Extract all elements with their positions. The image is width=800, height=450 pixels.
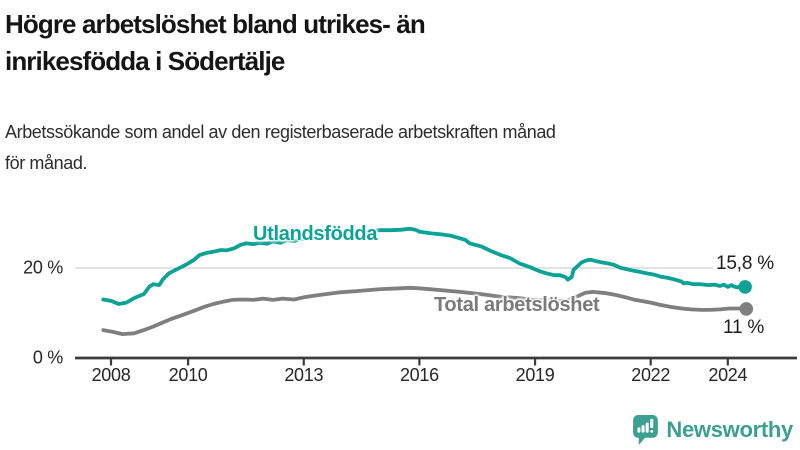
subtitle-line-1: Arbetssökande som andel av den registerb… [5, 122, 556, 142]
y-tick-label: 0 % [32, 347, 63, 368]
page-subtitle: Arbetssökande som andel av den registerb… [5, 117, 556, 179]
x-tick-label: 2008 [91, 365, 131, 385]
x-tick-label: 2024 [708, 365, 748, 385]
y-tick-label: 20 % [23, 257, 63, 278]
page-title: Högre arbetslöshet bland utrikes- än inr… [5, 6, 426, 80]
title-line-1: Högre arbetslöshet bland utrikes- än [5, 9, 426, 39]
x-tick-label: 2019 [515, 365, 555, 385]
line-total [101, 285, 749, 337]
newsworthy-logo-text: Newsworthy [666, 417, 793, 442]
end-dot-total [739, 302, 754, 316]
title-line-2: inrikesfödda i Södertälje [5, 46, 285, 76]
series-label-total-arbetsloshet: Total arbetslöshet [434, 294, 600, 316]
end-dot-utlandsfodda [738, 280, 752, 294]
end-value-total-arbetsloshet: 11 % [723, 317, 765, 338]
x-tick-label: 2022 [631, 365, 671, 385]
subtitle-line-2: för månad. [5, 153, 88, 173]
x-tick-label: 2010 [168, 365, 208, 385]
newsworthy-logo: Newsworthy [633, 415, 793, 445]
line-utlandsfodda [101, 226, 747, 306]
series-label-utlandsfodda: Utlandsfödda [253, 223, 378, 245]
end-value-utlandsfodda: 15,8 % [716, 253, 774, 274]
x-tick-label: 2016 [399, 365, 439, 385]
bar-chart-speech-bubble-icon [633, 415, 659, 445]
x-tick-label: 2013 [284, 365, 324, 385]
